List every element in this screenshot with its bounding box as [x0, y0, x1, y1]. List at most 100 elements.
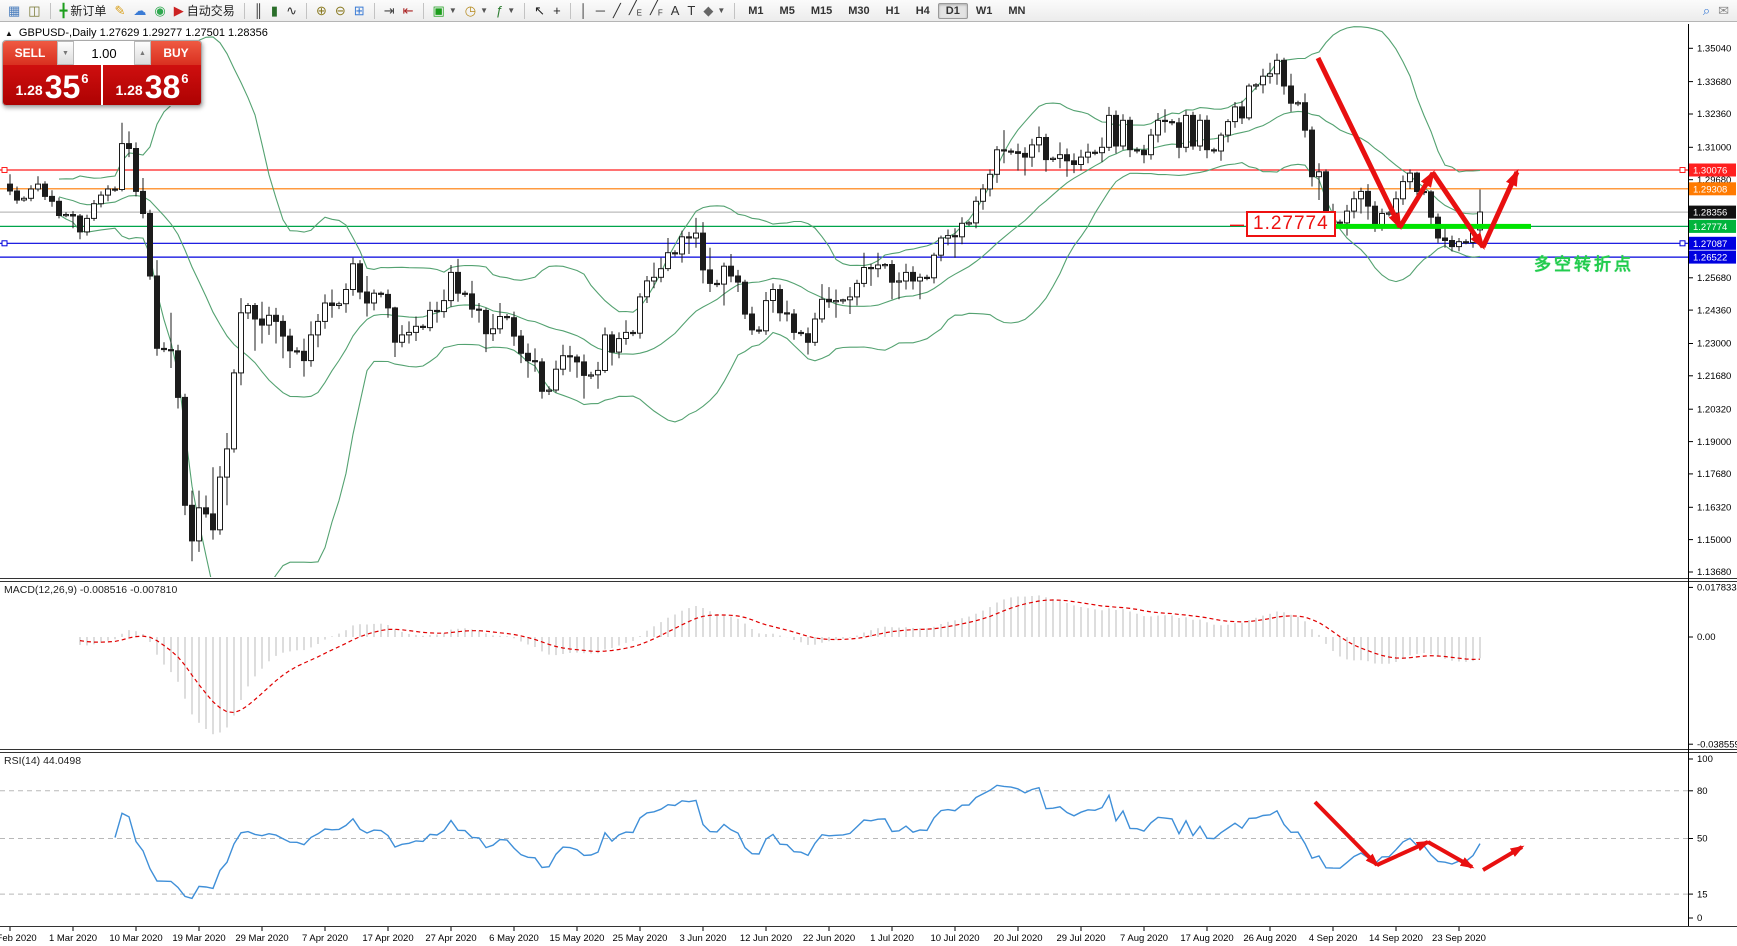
crosshair-icon[interactable]: +: [553, 2, 561, 18]
equidistant-channel-icon[interactable]: ╱E: [628, 0, 642, 18]
svg-text:0: 0: [1697, 913, 1702, 924]
timeframe-h4-button[interactable]: H4: [915, 4, 930, 17]
svg-text:-0.038559: -0.038559: [1697, 739, 1737, 750]
metaeditor-icon[interactable]: ✎: [114, 2, 126, 18]
vertical-line-icon[interactable]: │: [579, 2, 588, 18]
svg-text:1.35040: 1.35040: [1697, 44, 1731, 55]
toolbar-separator: [373, 2, 375, 19]
svg-text:80: 80: [1697, 786, 1708, 797]
sell-price-pips: 35: [44, 69, 81, 105]
virtual-hosting-icon[interactable]: ☁: [133, 2, 147, 18]
timeframe-m30-button[interactable]: M30: [848, 4, 870, 17]
line-chart-icon[interactable]: ∿: [286, 2, 297, 18]
svg-text:17 Apr 2020: 17 Apr 2020: [362, 933, 413, 944]
new-order-button[interactable]: ╋ 新订单: [59, 2, 107, 18]
svg-text:1.30076: 1.30076: [1693, 166, 1727, 177]
period-dropdown[interactable]: ◷ ▼: [464, 2, 488, 18]
svg-text:15 May 2020: 15 May 2020: [550, 933, 605, 944]
svg-text:1.33680: 1.33680: [1697, 77, 1731, 88]
main-toolbar: ▦ ◫ ╋ 新订单 ✎ ☁ ◉ ▶ 自动交易 ║ ▮ ∿ ⊕ ⊖ ⊞ ⇥ ⇤ ▣ ▼ ◷ ▼ ƒ ▼ ↖ + │ ─ ╱ ╱E ╱F A T ◆…: [0, 0, 1737, 22]
sell-price-display[interactable]: 1.28 35 6: [3, 65, 101, 105]
svg-text:1.32360: 1.32360: [1697, 109, 1731, 120]
timeframe-h1-button[interactable]: H1: [885, 4, 900, 17]
support-price-label: 1.27774: [1246, 211, 1336, 237]
volume-input[interactable]: 1.00: [74, 41, 134, 65]
svg-text:20 Jul 2020: 20 Jul 2020: [993, 933, 1042, 944]
svg-text:0.017833: 0.017833: [1697, 583, 1737, 594]
svg-text:22 Jun 2020: 22 Jun 2020: [803, 933, 855, 944]
svg-text:3 Jun 2020: 3 Jun 2020: [679, 933, 726, 944]
new-chart-dropdown[interactable]: ▣ ▼: [432, 2, 457, 18]
svg-text:1 Jul 2020: 1 Jul 2020: [870, 933, 914, 944]
svg-text:7 Aug 2020: 7 Aug 2020: [1120, 933, 1168, 944]
chart-header: ▲ GBPUSD-,Daily 1.27629 1.29277 1.27501 …: [5, 27, 268, 39]
svg-text:17 Aug 2020: 17 Aug 2020: [1180, 933, 1233, 944]
svg-text:1.13680: 1.13680: [1697, 567, 1731, 578]
charts-window-icon[interactable]: ▦: [8, 2, 21, 18]
zoom-out-icon[interactable]: ⊖: [334, 2, 346, 18]
svg-text:1.16320: 1.16320: [1697, 503, 1731, 514]
toolbar-separator: [734, 2, 736, 19]
text-icon[interactable]: A: [670, 2, 680, 18]
zoom-in-icon[interactable]: ⊕: [315, 2, 327, 18]
svg-text:1.28356: 1.28356: [1693, 208, 1727, 219]
svg-text:25 May 2020: 25 May 2020: [613, 933, 668, 944]
svg-text:19 Mar 2020: 19 Mar 2020: [172, 933, 225, 944]
sell-button[interactable]: SELL: [3, 41, 57, 65]
svg-text:14 Sep 2020: 14 Sep 2020: [1369, 933, 1423, 944]
timeframe-m1-button[interactable]: M1: [748, 4, 764, 17]
text-label-icon[interactable]: T: [687, 2, 696, 18]
horizontal-line-icon[interactable]: ─: [595, 2, 605, 18]
cursor-icon[interactable]: ↖: [534, 2, 546, 18]
community-icon[interactable]: ✉: [1718, 2, 1729, 18]
volume-increase-button[interactable]: ▲: [134, 41, 151, 65]
turning-point-annotation[interactable]: 多空转折点: [1534, 255, 1634, 274]
volume-decrease-button[interactable]: ▼: [57, 41, 74, 65]
svg-text:15: 15: [1697, 889, 1708, 900]
toolbar-separator: [524, 2, 526, 19]
trendline-icon[interactable]: ╱: [613, 2, 621, 18]
toolbar-separator: [49, 2, 51, 19]
svg-text:1 Mar 2020: 1 Mar 2020: [49, 933, 97, 944]
symbol-ohlc-text: GBPUSD-,Daily 1.27629 1.29277 1.27501 1.…: [18, 27, 268, 39]
timeframe-mn-button[interactable]: MN: [1008, 4, 1026, 17]
support-price-annotation[interactable]: — 1.27774: [1230, 211, 1336, 237]
toolbar-separator: [422, 2, 424, 19]
svg-text:100: 100: [1697, 754, 1713, 765]
timeframe-d1-button[interactable]: D1: [937, 2, 968, 19]
signals-icon[interactable]: ◉: [154, 2, 166, 18]
timeframe-w1-button[interactable]: W1: [975, 4, 993, 17]
timeframe-m15-button[interactable]: M15: [810, 4, 833, 17]
tile-windows-icon[interactable]: ⊞: [353, 2, 365, 18]
buy-button[interactable]: BUY: [151, 41, 201, 65]
svg-text:1.25680: 1.25680: [1697, 273, 1731, 284]
profiles-icon[interactable]: ◫: [28, 2, 41, 18]
svg-text:1.26522: 1.26522: [1693, 253, 1727, 264]
svg-text:23 Sep 2020: 23 Sep 2020: [1432, 933, 1486, 944]
rsi-indicator-label: RSI(14) 44.0498: [4, 755, 82, 767]
buy-price-point: 6: [181, 71, 189, 86]
svg-text:1.19000: 1.19000: [1697, 437, 1731, 448]
auto-scroll-icon[interactable]: ⇥: [383, 2, 395, 18]
buy-price-main: 1.28: [115, 82, 143, 98]
buy-price-display[interactable]: 1.28 38 6: [103, 65, 201, 105]
bar-chart-icon[interactable]: ║: [253, 2, 263, 18]
svg-text:1.20320: 1.20320: [1697, 404, 1731, 415]
chart-shift-icon[interactable]: ⇤: [402, 2, 414, 18]
svg-text:4 Sep 2020: 4 Sep 2020: [1309, 933, 1358, 944]
fibonacci-icon[interactable]: ╱F: [650, 0, 663, 18]
indicators-dropdown[interactable]: ƒ ▼: [496, 2, 516, 18]
svg-text:10 Jul 2020: 10 Jul 2020: [930, 933, 979, 944]
one-click-trading-panel: SELL ▼ 1.00 ▲ BUY 1.28 35 6 1.28 38 6: [2, 40, 202, 106]
search-icon[interactable]: ⌕: [1702, 2, 1711, 18]
candlestick-chart-icon[interactable]: ▮: [270, 2, 279, 18]
svg-text:12 Jun 2020: 12 Jun 2020: [740, 933, 792, 944]
svg-text:1.17680: 1.17680: [1697, 469, 1731, 480]
objects-dropdown[interactable]: ◆ ▼: [703, 2, 726, 18]
collapse-triangle-icon[interactable]: ▲: [5, 28, 13, 38]
timeframe-m5-button[interactable]: M5: [779, 4, 795, 17]
toolbar-separator: [243, 2, 245, 19]
svg-text:1.24360: 1.24360: [1697, 305, 1731, 316]
autotrading-button[interactable]: ▶ 自动交易: [173, 2, 235, 18]
